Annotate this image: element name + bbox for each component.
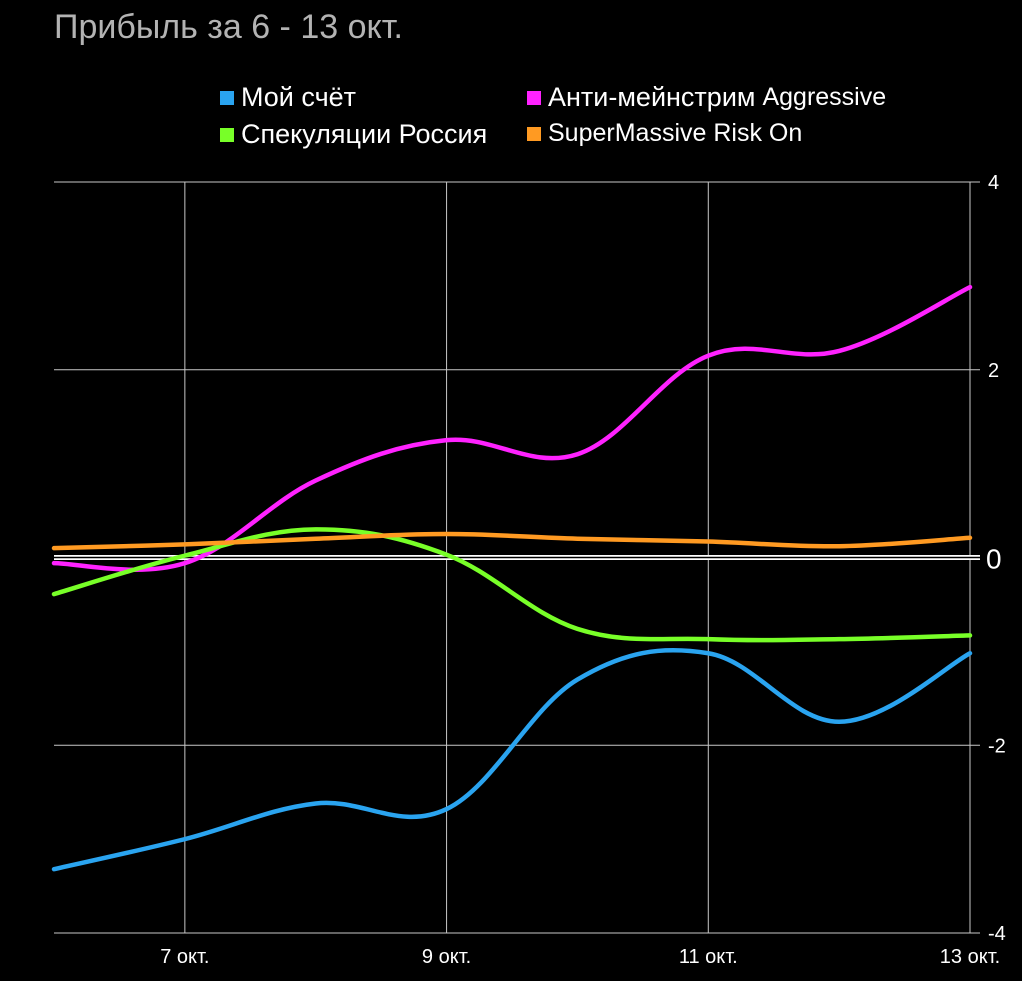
- legend-label-speculation-russia: Спекуляции Россия: [241, 119, 488, 149]
- series-anti-mainstream: [51, 284, 973, 572]
- legend-swatch-supermassive: [527, 126, 541, 141]
- y-tick-label: -4: [988, 923, 1006, 945]
- legend-sublabel-anti-mainstream: Aggressive: [762, 83, 887, 111]
- x-tick-label: 7 окт.: [160, 946, 209, 968]
- legend-label-my-account: Мой счёт: [241, 82, 357, 112]
- legend-entry-anti-mainstream: Анти-мейнстрим Aggressive: [527, 82, 886, 113]
- x-tick-label: 13 окт.: [940, 946, 1000, 968]
- x-tick-label: 9 окт.: [422, 946, 471, 968]
- legend-swatch-anti-mainstream: [527, 90, 541, 105]
- legend-swatch-speculation-russia: [220, 127, 234, 142]
- legend-entry-speculation-russia: Спекуляции Россия: [220, 119, 487, 150]
- legend-swatch-my-account: [220, 90, 234, 105]
- y-tick-label: 2: [988, 360, 999, 382]
- series-my-account: [51, 647, 973, 872]
- y-tick-label: 4: [988, 172, 999, 194]
- y-tick-label: 0: [986, 544, 1002, 575]
- chart-title: Прибыль за 6 - 13 окт.: [54, 8, 403, 46]
- legend-label-supermassive: SuperMassive Risk On: [548, 119, 803, 147]
- x-tick-label: 11 окт.: [679, 946, 738, 968]
- x-axis-ticks: 7 окт. 9 окт. 11 окт. 13 окт.: [160, 946, 1000, 968]
- y-tick-label: -2: [988, 735, 1006, 757]
- legend-entry-my-account: Мой счёт: [220, 82, 356, 113]
- legend-label-anti-mainstream: Анти-мейнстрим: [548, 82, 756, 112]
- legend-entry-supermassive: SuperMassive Risk On: [527, 119, 802, 148]
- y-axis-ticks: 4 2 0 -2 -4: [986, 172, 1006, 945]
- series-speculation-russia: [51, 527, 973, 643]
- series-supermassive: [51, 531, 973, 551]
- series-group: [51, 284, 973, 872]
